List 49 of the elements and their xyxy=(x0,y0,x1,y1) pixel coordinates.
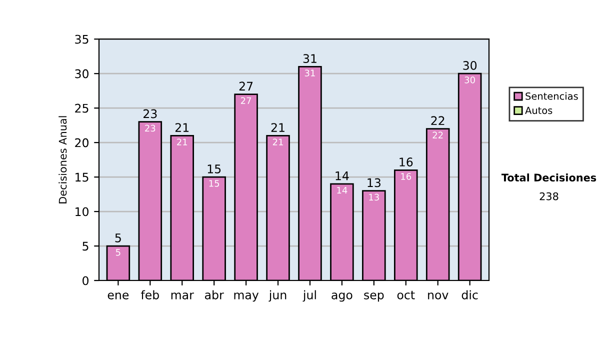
data-label: 15 xyxy=(209,180,220,187)
total-label: 27 xyxy=(239,82,253,90)
data-label: 13 xyxy=(369,194,379,201)
x-tick-label: nov xyxy=(428,292,448,300)
data-label: 30 xyxy=(464,76,475,84)
total-label: 15 xyxy=(208,164,221,174)
data-label: 5 xyxy=(116,249,120,256)
y-tick-label: 20 xyxy=(75,138,88,148)
data-label: 27 xyxy=(240,97,252,104)
total-label: 21 xyxy=(271,123,284,132)
total-label: 13 xyxy=(368,178,380,188)
x-tick-label: ene xyxy=(108,292,129,300)
total-label: 22 xyxy=(431,116,444,125)
x-tick-label: feb xyxy=(140,290,159,300)
y-tick-label: 15 xyxy=(76,172,88,182)
data-label: 21 xyxy=(272,138,283,146)
x-tick-label: dic xyxy=(462,290,478,300)
y-tick-label: 0 xyxy=(82,276,88,286)
y-tick-label: 30 xyxy=(75,69,88,78)
y-axis-title: Decisiones Anual xyxy=(58,116,67,204)
y-tick-label: 5 xyxy=(82,242,88,251)
legend-label: Autos xyxy=(525,106,552,114)
x-tick-label: mar xyxy=(171,292,194,300)
data-label: 22 xyxy=(432,132,443,138)
x-tick-label: abr xyxy=(205,290,224,300)
total-label: 14 xyxy=(336,172,349,180)
data-label: 14 xyxy=(337,186,348,194)
x-tick-label: jun xyxy=(268,290,286,302)
data-label: 23 xyxy=(145,124,156,132)
total-label: 16 xyxy=(400,158,413,166)
y-tick-label: 10 xyxy=(76,207,88,216)
legend-label: Sentencias xyxy=(526,92,578,100)
data-label: 21 xyxy=(177,138,188,146)
text: Total Decisiones xyxy=(501,173,596,182)
x-tick-label: jul xyxy=(302,290,316,302)
data-label: 31 xyxy=(304,70,315,76)
total-label: 30 xyxy=(463,60,477,70)
text: 238 xyxy=(540,192,558,200)
x-tick-label: ago xyxy=(332,292,352,302)
x-tick-label: oct xyxy=(397,290,415,300)
x-tick-label: sep xyxy=(364,292,384,302)
total-label: 23 xyxy=(144,109,157,118)
total-label: 31 xyxy=(303,54,316,64)
total-label: 5 xyxy=(115,234,121,242)
y-tick-label: 35 xyxy=(75,34,88,44)
x-tick-label: may xyxy=(234,292,259,302)
y-tick-label: 25 xyxy=(75,104,88,113)
data-label: 16 xyxy=(401,173,412,180)
total-label: 21 xyxy=(175,123,189,132)
